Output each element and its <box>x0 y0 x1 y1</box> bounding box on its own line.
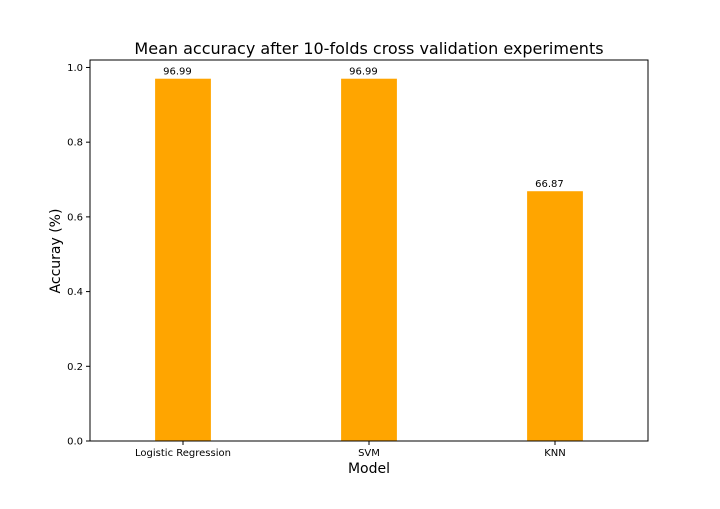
bar-2 <box>527 191 583 441</box>
bar-0 <box>155 78 211 442</box>
y-tick-label-3: 0.6 <box>67 212 83 223</box>
y-tick-label-5: 1.0 <box>67 63 83 74</box>
x-tick-label-0: Logistic Regression <box>135 448 231 459</box>
y-axis-label: Accuray (%) <box>48 209 64 294</box>
x-tick-label-2: KNN <box>544 448 566 459</box>
data-label-0: 96.99 <box>163 67 192 78</box>
data-label-2: 66.87 <box>535 179 564 190</box>
y-tick-label-4: 0.8 <box>67 138 83 149</box>
x-tick-label-1: SVM <box>358 448 380 459</box>
y-tick-label-2: 0.4 <box>67 287 83 298</box>
data-label-1: 96.99 <box>349 67 378 78</box>
bar-1 <box>341 78 397 442</box>
y-tick-label-1: 0.2 <box>67 362 83 373</box>
chart-title: Mean accuracy after 10-folds cross valid… <box>134 39 603 58</box>
y-tick-label-0: 0.0 <box>67 437 83 448</box>
plot-area: 96.99 96.99 66.87 0.0 0.2 0.4 0.6 0.8 1.0 Logisti… <box>67 59 649 459</box>
x-axis-label: Model <box>348 461 390 477</box>
